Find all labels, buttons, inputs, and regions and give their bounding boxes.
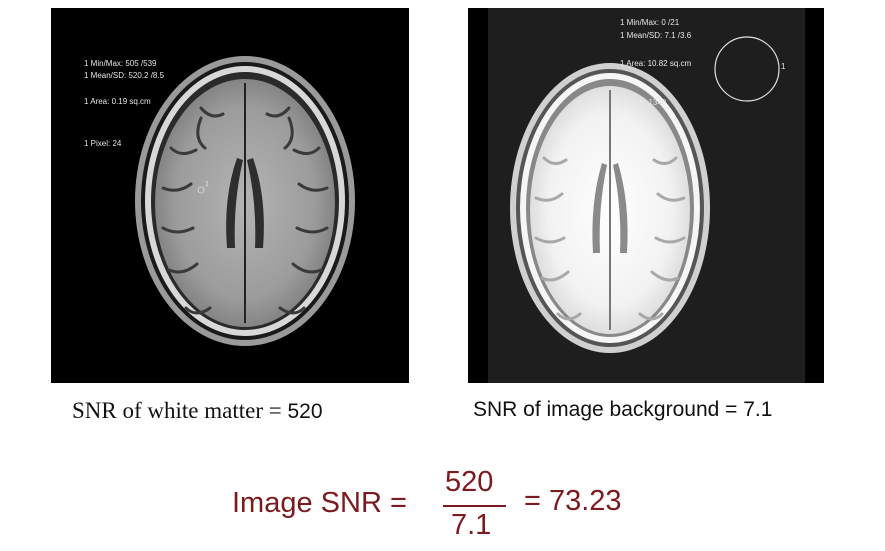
equation-numerator: 520 [445,466,494,498]
brain-scan-white-matter: 1 Min/Max: 505 /539 1 Mean/SD: 520.2 /8.… [51,8,409,383]
overlay-minmax: 1 Min/Max: 505 /539 [84,59,157,68]
overlay-meansd: 1 Mean/SD: 520.2 /8.5 [84,71,165,80]
caption-white-matter-text: SNR of white matter = [72,398,288,423]
overlay-pixel: 1 Pixel: 24 [84,139,122,148]
overlay-minmax-right: 1 Min/Max: 0 /21 [620,18,680,27]
brain-image-right [510,36,780,353]
overlay-meansd-right: 1 Mean/SD: 7.1 /3.6 [620,31,692,40]
brain-image-left [135,56,355,346]
roi-circle-left [197,186,205,194]
caption-background: SNR of image background = 7.1 [473,398,773,421]
overlay-area-right: 1 Area: 10.82 sq.cm [620,59,692,68]
fraction-bar [443,505,506,507]
overlay-pixel-right: 1 Pixel: 1340 [620,98,667,107]
caption-white-matter-value: 520 [287,400,323,423]
roi-circle-right [714,36,780,102]
equation-label: Image SNR = [232,487,407,519]
caption-white-matter: SNR of white matter = 520 [72,398,323,424]
brain-scan-background: 1 Min/Max: 0 /21 1 Mean/SD: 7.1 /3.6 1 A… [468,8,824,383]
roi-label-left: 1 [205,181,209,188]
roi-label-right: 1 [781,62,786,71]
equation-result: = 73.23 [524,485,622,517]
overlay-area: 1 Area: 0.19 sq.cm [84,97,151,106]
equation-denominator: 7.1 [451,509,492,541]
